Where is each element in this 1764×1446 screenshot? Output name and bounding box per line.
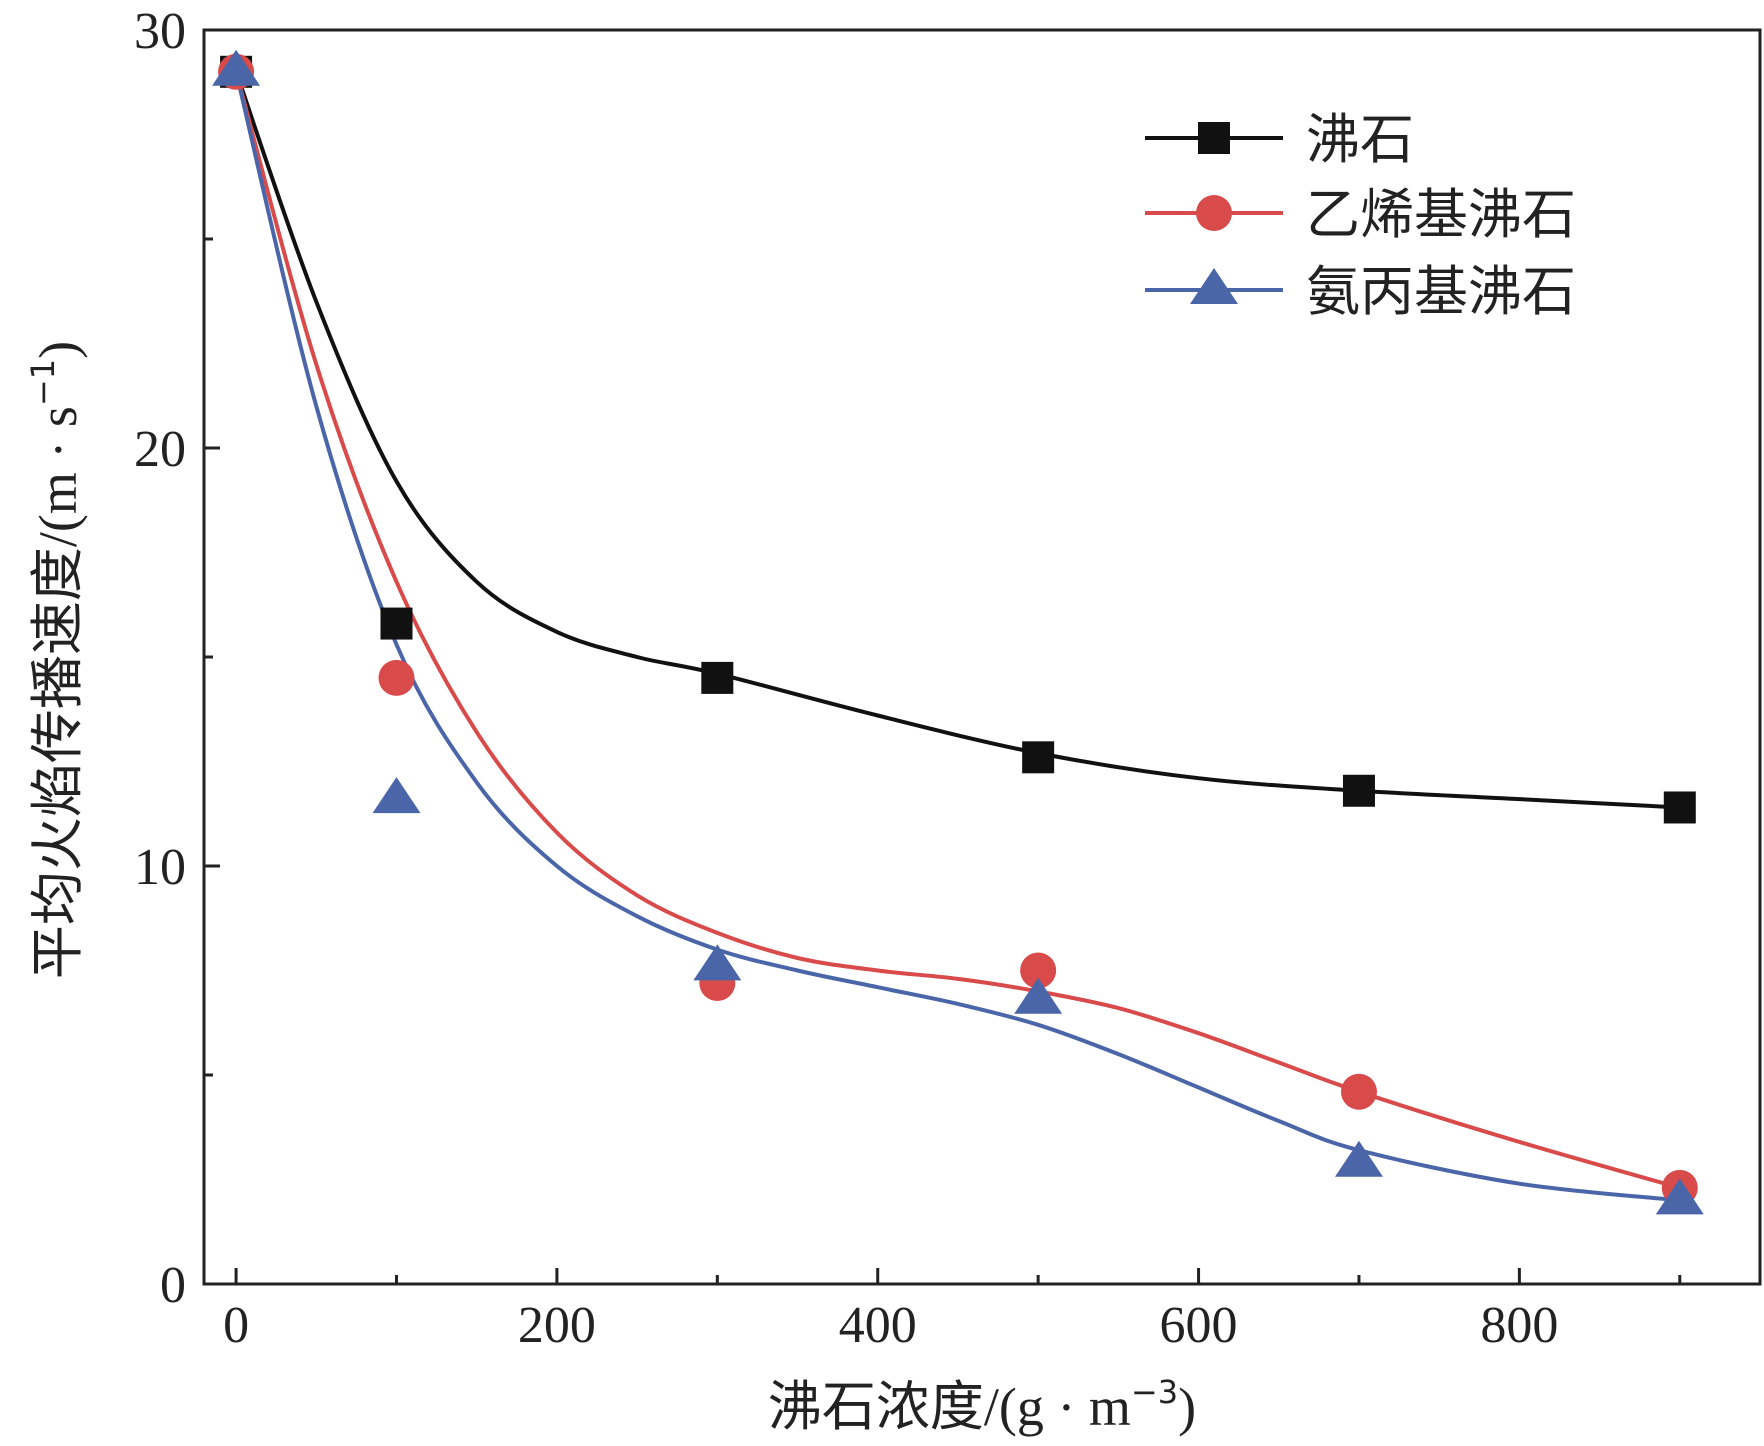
legend-marker-vinyl-zeolite bbox=[1196, 195, 1232, 231]
x-axis-unit-close: ) bbox=[1178, 1377, 1196, 1437]
fit-line-vinyl-zeolite bbox=[234, 71, 1681, 1190]
legend-entry-zeolite: 沸石 bbox=[1145, 108, 1414, 171]
y-axis-unit-open: /(m · s bbox=[28, 406, 88, 547]
markers bbox=[212, 49, 1704, 1215]
legend-entry-vinyl-zeolite: 乙烯基沸石 bbox=[1145, 183, 1576, 246]
y-tick-label: 30 bbox=[134, 3, 186, 60]
ticks bbox=[204, 28, 1682, 1286]
data-point-aminopropyl-zeolite bbox=[1655, 1178, 1704, 1215]
legend-label-aminopropyl-zeolite: 氨丙基沸石 bbox=[1306, 260, 1576, 323]
data-point-zeolite bbox=[380, 607, 413, 640]
data-point-aminopropyl-zeolite bbox=[212, 49, 261, 86]
data-point-zeolite bbox=[1022, 741, 1055, 774]
data-point-vinyl-zeolite bbox=[1020, 952, 1057, 989]
data-point-aminopropyl-zeolite bbox=[1334, 1140, 1383, 1177]
x-tick-label: 0 bbox=[223, 1297, 249, 1354]
data-point-vinyl-zeolite bbox=[378, 659, 415, 696]
legend-label-vinyl-zeolite: 乙烯基沸石 bbox=[1306, 183, 1576, 246]
x-axis-unit-open: /(g · m bbox=[984, 1377, 1131, 1437]
data-point-zeolite bbox=[1663, 791, 1696, 824]
x-axis-title: 沸石浓度/(g · m−3) bbox=[768, 1373, 1196, 1438]
x-tick-label: 800 bbox=[1480, 1297, 1558, 1354]
x-axis-unit-sup: −3 bbox=[1131, 1373, 1178, 1411]
x-axis-title-text: 沸石浓度 bbox=[768, 1375, 984, 1438]
data-point-aminopropyl-zeolite bbox=[372, 777, 421, 814]
data-point-aminopropyl-zeolite bbox=[1014, 977, 1063, 1014]
y-axis-title-text: 平均火焰传播速度 bbox=[26, 547, 89, 979]
data-point-vinyl-zeolite bbox=[1340, 1073, 1377, 1110]
data-point-aminopropyl-zeolite bbox=[693, 944, 742, 981]
y-tick-labels: 0 10 20 30 bbox=[134, 3, 186, 1314]
y-axis-title: 平均火焰传播速度/(m · s−1) bbox=[24, 341, 89, 979]
legend-marker-aminopropyl-zeolite bbox=[1190, 268, 1238, 304]
x-tick-labels: 0 200 400 600 800 bbox=[223, 1297, 1558, 1354]
legend: 沸石 乙烯基沸石 氨丙基沸石 bbox=[1145, 108, 1576, 323]
x-tick-label: 600 bbox=[1160, 1297, 1238, 1354]
data-point-zeolite bbox=[1342, 774, 1375, 807]
y-axis-unit-sup: −1 bbox=[24, 359, 62, 406]
legend-label-zeolite: 沸石 bbox=[1306, 108, 1414, 171]
data-point-zeolite bbox=[701, 661, 734, 694]
x-tick-label: 200 bbox=[518, 1297, 596, 1354]
y-tick-label: 10 bbox=[134, 839, 186, 896]
y-axis-unit-close: ) bbox=[28, 341, 88, 359]
x-tick-label: 400 bbox=[839, 1297, 917, 1354]
y-tick-label: 0 bbox=[160, 1257, 186, 1314]
legend-marker-zeolite bbox=[1198, 122, 1230, 154]
legend-entry-aminopropyl-zeolite: 氨丙基沸石 bbox=[1145, 260, 1576, 323]
y-tick-label: 20 bbox=[134, 421, 186, 478]
